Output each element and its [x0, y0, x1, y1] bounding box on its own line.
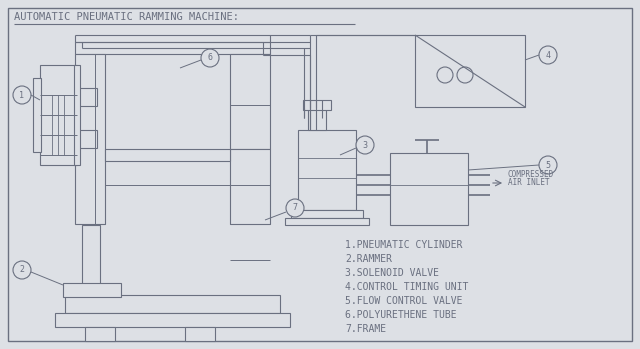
Bar — [63, 283, 121, 297]
Text: 4.CONTROL TIMING UNIT: 4.CONTROL TIMING UNIT — [345, 282, 468, 292]
Text: 1: 1 — [19, 90, 24, 99]
Bar — [75, 42, 270, 54]
Text: 5.FLOW CONTROL VALVE: 5.FLOW CONTROL VALVE — [345, 296, 463, 306]
Bar — [185, 327, 215, 341]
Bar — [230, 54, 270, 149]
Text: AIR INLET: AIR INLET — [508, 178, 550, 187]
Circle shape — [356, 136, 374, 154]
Text: AUTOMATIC PNEUMATIC RAMMING MACHINE:: AUTOMATIC PNEUMATIC RAMMING MACHINE: — [14, 12, 239, 22]
Bar — [291, 210, 363, 218]
Text: 3: 3 — [362, 141, 367, 149]
Bar — [65, 295, 280, 313]
Bar — [230, 149, 270, 224]
Bar — [390, 153, 468, 225]
Circle shape — [13, 86, 31, 104]
Text: 1.PNEUMATIC CYLINDER: 1.PNEUMATIC CYLINDER — [345, 240, 463, 250]
Text: 7.FRAME: 7.FRAME — [345, 324, 386, 334]
Bar — [74, 65, 80, 165]
Bar — [40, 65, 77, 165]
Bar — [308, 108, 326, 130]
Circle shape — [539, 46, 557, 64]
Bar — [55, 313, 290, 327]
Bar — [298, 130, 356, 210]
Bar — [303, 100, 331, 110]
Text: 6: 6 — [207, 53, 212, 62]
Text: 5: 5 — [545, 161, 550, 170]
Text: COMPRESSED: COMPRESSED — [508, 170, 554, 179]
Text: 3.SOLENOID VALVE: 3.SOLENOID VALVE — [345, 268, 439, 278]
Bar — [285, 218, 369, 225]
Text: 2: 2 — [19, 266, 24, 275]
Circle shape — [201, 49, 219, 67]
Circle shape — [286, 199, 304, 217]
Bar — [85, 327, 115, 341]
Bar — [33, 78, 41, 152]
Text: 6.POLYURETHENE TUBE: 6.POLYURETHENE TUBE — [345, 310, 456, 320]
Bar — [77, 130, 97, 148]
Bar — [77, 88, 97, 106]
Circle shape — [13, 261, 31, 279]
Bar — [105, 149, 230, 161]
Circle shape — [539, 156, 557, 174]
Bar — [415, 35, 525, 107]
Text: 4: 4 — [545, 51, 550, 59]
Text: 7: 7 — [292, 203, 298, 213]
Bar — [82, 225, 100, 295]
Bar — [75, 54, 105, 224]
Circle shape — [457, 67, 473, 83]
Circle shape — [437, 67, 453, 83]
Text: 2.RAMMER: 2.RAMMER — [345, 254, 392, 264]
